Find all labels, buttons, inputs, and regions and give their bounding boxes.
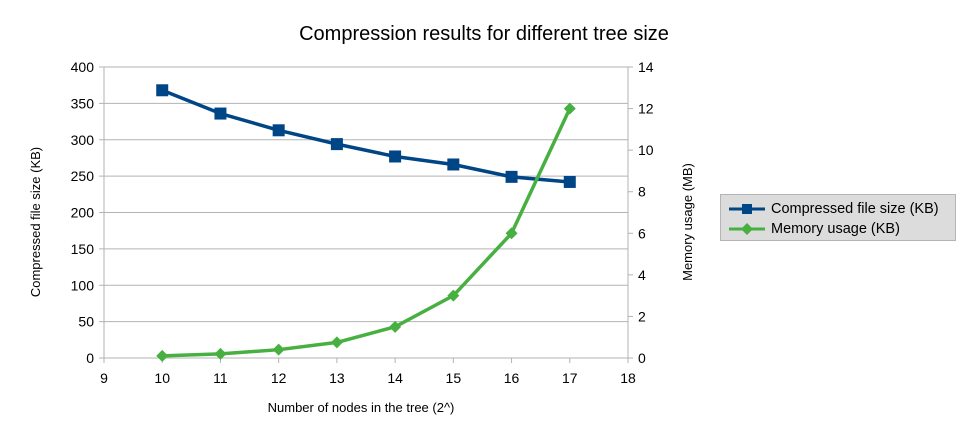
y-left-tick-label: 100 [71, 277, 95, 293]
legend-label-compressed: Compressed file size (KB) [771, 201, 939, 217]
data-point-diamond [447, 289, 460, 302]
data-point-diamond [505, 227, 518, 240]
data-point-square [389, 150, 402, 163]
data-point-diamond [389, 320, 402, 333]
legend-item-memory: Memory usage (KB) [727, 219, 900, 239]
y-left-tick-label: 150 [71, 241, 95, 257]
y-left-tick-label: 300 [71, 132, 95, 148]
legend-marker-square-icon [729, 204, 765, 214]
y-left-tick-labels: 0 50 100 150 200 250 300 350 400 [71, 59, 95, 366]
legend-label-memory: Memory usage (KB) [771, 221, 900, 237]
series-compressed-file-size [156, 84, 576, 188]
data-point-square [563, 175, 576, 188]
y-right-tick-label: 14 [638, 59, 654, 75]
chart-title: Compression results for different tree s… [299, 23, 669, 45]
x-tick-label: 14 [387, 370, 403, 386]
data-point-diamond [563, 102, 576, 115]
y-right-tick-label: 12 [638, 101, 654, 117]
y-left-tick-label: 350 [71, 95, 95, 111]
y-left-tick-label: 50 [78, 314, 94, 330]
series-line [161, 88, 570, 184]
series-layer [156, 84, 576, 362]
gridlines [104, 66, 628, 359]
x-tick-label: 12 [271, 370, 287, 386]
y-left-tick-label: 250 [71, 168, 95, 184]
axes [99, 66, 633, 363]
data-point-square [214, 107, 227, 120]
y-left-tick-label: 0 [86, 350, 94, 366]
y-right-axis-label: Memory usage (MB) [680, 163, 695, 281]
x-tick-labels: 9 10 11 12 13 14 15 16 17 18 [100, 370, 636, 386]
legend-marker-diamond-icon [729, 223, 765, 235]
x-tick-label: 9 [100, 370, 108, 386]
y-right-tick-label: 4 [638, 267, 646, 283]
x-tick-label: 16 [504, 370, 520, 386]
y-left-tick-label: 400 [71, 59, 95, 75]
series-line [162, 107, 572, 358]
y-right-tick-label: 10 [638, 142, 654, 158]
x-tick-label: 13 [329, 370, 345, 386]
data-point-square [272, 124, 285, 137]
series-memory-usage [156, 102, 576, 362]
x-tick-label: 18 [620, 370, 636, 386]
x-tick-label: 15 [446, 370, 462, 386]
data-point-diamond [156, 349, 169, 362]
x-tick-label: 17 [562, 370, 578, 386]
y-right-tick-label: 0 [638, 350, 646, 366]
data-point-diamond [272, 343, 285, 356]
legend-item-compressed: Compressed file size (KB) [727, 199, 939, 219]
y-left-tick-label: 200 [71, 205, 95, 221]
y-right-tick-label: 2 [638, 308, 646, 324]
data-point-square [505, 170, 518, 183]
x-tick-label: 11 [213, 370, 228, 386]
y-right-tick-labels: 0 2 4 6 8 10 12 14 [638, 59, 654, 366]
y-left-axis-label: Compressed file size (KB) [28, 147, 43, 297]
data-point-diamond [330, 336, 343, 349]
data-point-square [156, 84, 169, 97]
data-point-square [447, 158, 460, 171]
legend: Compressed file size (KB) Memory usage (… [720, 194, 956, 241]
data-point-square [330, 138, 343, 151]
x-tick-label: 10 [154, 370, 170, 386]
y-right-tick-label: 8 [638, 184, 646, 200]
x-axis-label: Number of nodes in the tree (2^) [268, 400, 455, 415]
data-point-diamond [214, 347, 227, 360]
y-right-tick-label: 6 [638, 225, 646, 241]
